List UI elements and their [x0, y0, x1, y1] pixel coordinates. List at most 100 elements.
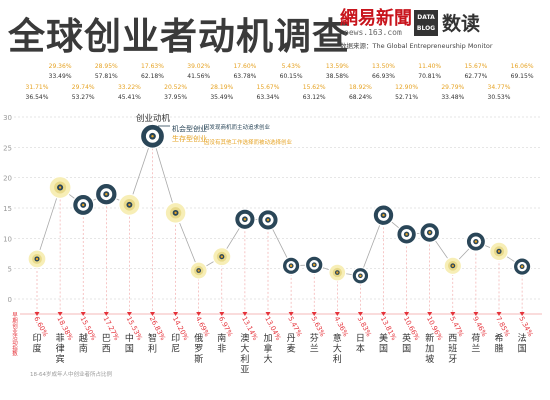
country-label: 法	[518, 332, 527, 344]
axis-marker	[57, 312, 63, 316]
country-label: 南	[217, 332, 226, 344]
logo-text: 網易新聞	[340, 8, 412, 29]
opportunity-share-label: 53.27%	[72, 94, 95, 101]
country-label: 智	[148, 332, 157, 344]
country-label: 牙	[448, 354, 457, 365]
necessity-share-label: 18.92%	[349, 84, 372, 91]
necessity-share-label: 29.74%	[72, 84, 95, 91]
axis-marker	[242, 312, 248, 316]
country-label: 班	[448, 343, 457, 355]
country-label: 俄	[194, 332, 203, 344]
data-point-center	[128, 203, 131, 206]
opportunity-share-label: 63.34%	[257, 94, 280, 101]
opportunity-share-label: 62.77%	[464, 73, 487, 80]
series-line	[36, 134, 523, 277]
country-label: 加	[263, 333, 272, 344]
country-label: 西	[448, 333, 457, 344]
data-point-center	[497, 250, 501, 253]
necessity-share-label: 15.67%	[464, 63, 487, 70]
necessity-share-label: 13.59%	[326, 63, 349, 70]
country-label: 国	[402, 344, 411, 355]
necessity-share-label: 17.63%	[141, 63, 164, 70]
opportunity-share-label: 60.15%	[280, 73, 303, 80]
axis-marker	[265, 312, 271, 316]
y-tick-label: 25	[3, 144, 12, 152]
country-label: 腊	[494, 344, 503, 355]
axis-marker	[196, 312, 202, 316]
country-label: 度	[32, 343, 41, 355]
country-label: 越	[79, 332, 88, 344]
necessity-share-label: 29.36%	[49, 63, 72, 70]
axis-marker	[173, 312, 179, 316]
axis-marker	[519, 312, 525, 316]
country-label: 南	[79, 343, 88, 355]
country-label: 美	[379, 332, 388, 344]
country-label: 荷	[471, 333, 480, 344]
data-point-center	[313, 263, 316, 267]
country-label: 国	[518, 344, 527, 355]
country-label: 兰	[310, 343, 319, 355]
country-label: 大	[333, 343, 342, 355]
opportunity-share-label: 66.93%	[372, 73, 395, 80]
data-point-center	[197, 269, 200, 272]
data-point-center	[58, 186, 62, 189]
data-point-center	[243, 218, 247, 221]
axis-marker	[103, 312, 109, 316]
legend-opportunity-note: 因发现商机而主动追求创业	[204, 123, 271, 131]
opportunity-share-label: 70.81%	[418, 73, 441, 80]
country-label: 希	[494, 332, 503, 344]
data-point-center	[289, 264, 293, 268]
country-label: 兰	[471, 343, 480, 355]
legend-necessity: 生存型创业	[172, 134, 207, 143]
y-tick-label: 5	[8, 266, 12, 274]
country-label: 澳	[240, 332, 249, 344]
country-label: 大	[263, 353, 272, 365]
data-point-center	[336, 271, 339, 274]
country-label: 印	[171, 332, 180, 344]
data-point-center	[82, 203, 85, 207]
country-label: 利	[148, 343, 157, 355]
legend-necessity-note: 因没有其他工作选择而被动选择创业	[204, 138, 293, 146]
necessity-share-label: 16.06%	[511, 63, 534, 70]
axis-marker	[34, 312, 40, 316]
source-note: 数据来源：The Global Entrepreneurship Monitor	[340, 42, 493, 50]
axis-note: 18-64岁成年人中创业者所占比例	[30, 370, 112, 378]
data-point-center	[474, 240, 478, 243]
necessity-share-label: 34.77%	[488, 84, 511, 91]
opportunity-share-label: 62.18%	[141, 73, 164, 80]
country-label: 麦	[287, 343, 296, 355]
axis-marker	[427, 312, 433, 316]
data-point-center	[520, 265, 524, 268]
data-point-center	[428, 231, 431, 234]
axis-marker	[334, 312, 340, 316]
country-label: 利	[333, 353, 342, 365]
necessity-share-label: 28.95%	[95, 63, 118, 70]
opportunity-share-label: 37.95%	[164, 94, 187, 101]
opportunity-share-label: 45.41%	[118, 94, 141, 101]
country-label: 宾	[56, 353, 65, 365]
country-label: 菲	[56, 332, 65, 344]
opportunity-share-label: 35.49%	[210, 94, 233, 101]
logo-domain: news.163.com	[344, 28, 402, 37]
opportunity-share-label: 52.71%	[395, 94, 418, 101]
country-label: 国	[379, 344, 388, 355]
opportunity-share-label: 68.24%	[349, 94, 372, 101]
y-tick-label: 10	[3, 235, 12, 243]
country-label: 丹	[287, 333, 296, 344]
necessity-share-label: 31.71%	[26, 84, 49, 91]
data-point-center	[266, 218, 270, 222]
data-point-center	[359, 274, 362, 277]
country-label: 亚	[240, 365, 249, 376]
necessity-share-label: 28.19%	[210, 84, 233, 91]
necessity-share-label: 39.02%	[187, 63, 210, 70]
opportunity-share-label: 36.54%	[26, 94, 49, 101]
axis-marker	[381, 312, 386, 316]
country-label: 利	[240, 353, 249, 365]
y-tick-label: 0	[8, 296, 12, 304]
necessity-share-label: 15.62%	[303, 84, 326, 91]
y-tick-label: 15	[3, 205, 12, 213]
country-label: 律	[56, 343, 65, 355]
opportunity-share-label: 33.48%	[441, 94, 464, 101]
axis-marker	[219, 312, 225, 316]
